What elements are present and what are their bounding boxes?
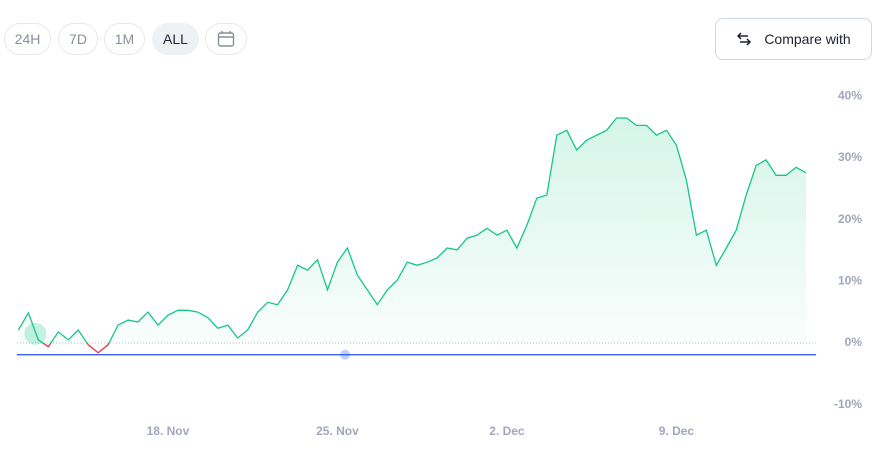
- range-button[interactable]: 7D: [58, 23, 98, 55]
- reference-dot: [340, 349, 350, 360]
- x-tick-label: 18. Nov: [147, 424, 190, 438]
- range-button[interactable]: ALL: [152, 23, 199, 55]
- y-tick-label: 20%: [838, 212, 862, 226]
- calendar-button[interactable]: [205, 23, 247, 55]
- range-button[interactable]: 24H: [4, 23, 51, 55]
- y-tick-label: 30%: [838, 150, 862, 164]
- start-marker: [24, 322, 47, 345]
- y-tick-label: 0%: [845, 335, 863, 349]
- x-tick-label: 25. Nov: [316, 424, 359, 438]
- line: [17, 117, 807, 343]
- compare-button[interactable]: Compare with: [715, 18, 872, 60]
- x-tick-label: 2. Dec: [489, 424, 525, 438]
- y-tick-label: 40%: [838, 89, 862, 103]
- y-tick-label: -10%: [834, 397, 862, 411]
- calendar-icon: [217, 31, 235, 47]
- x-tick-label: 9. Dec: [659, 424, 695, 438]
- swap-icon: [737, 32, 752, 46]
- area: [18, 118, 807, 343]
- compare-label: Compare with: [764, 31, 851, 47]
- y-tick-label: 10%: [838, 273, 862, 287]
- range-button[interactable]: 1M: [104, 23, 145, 55]
